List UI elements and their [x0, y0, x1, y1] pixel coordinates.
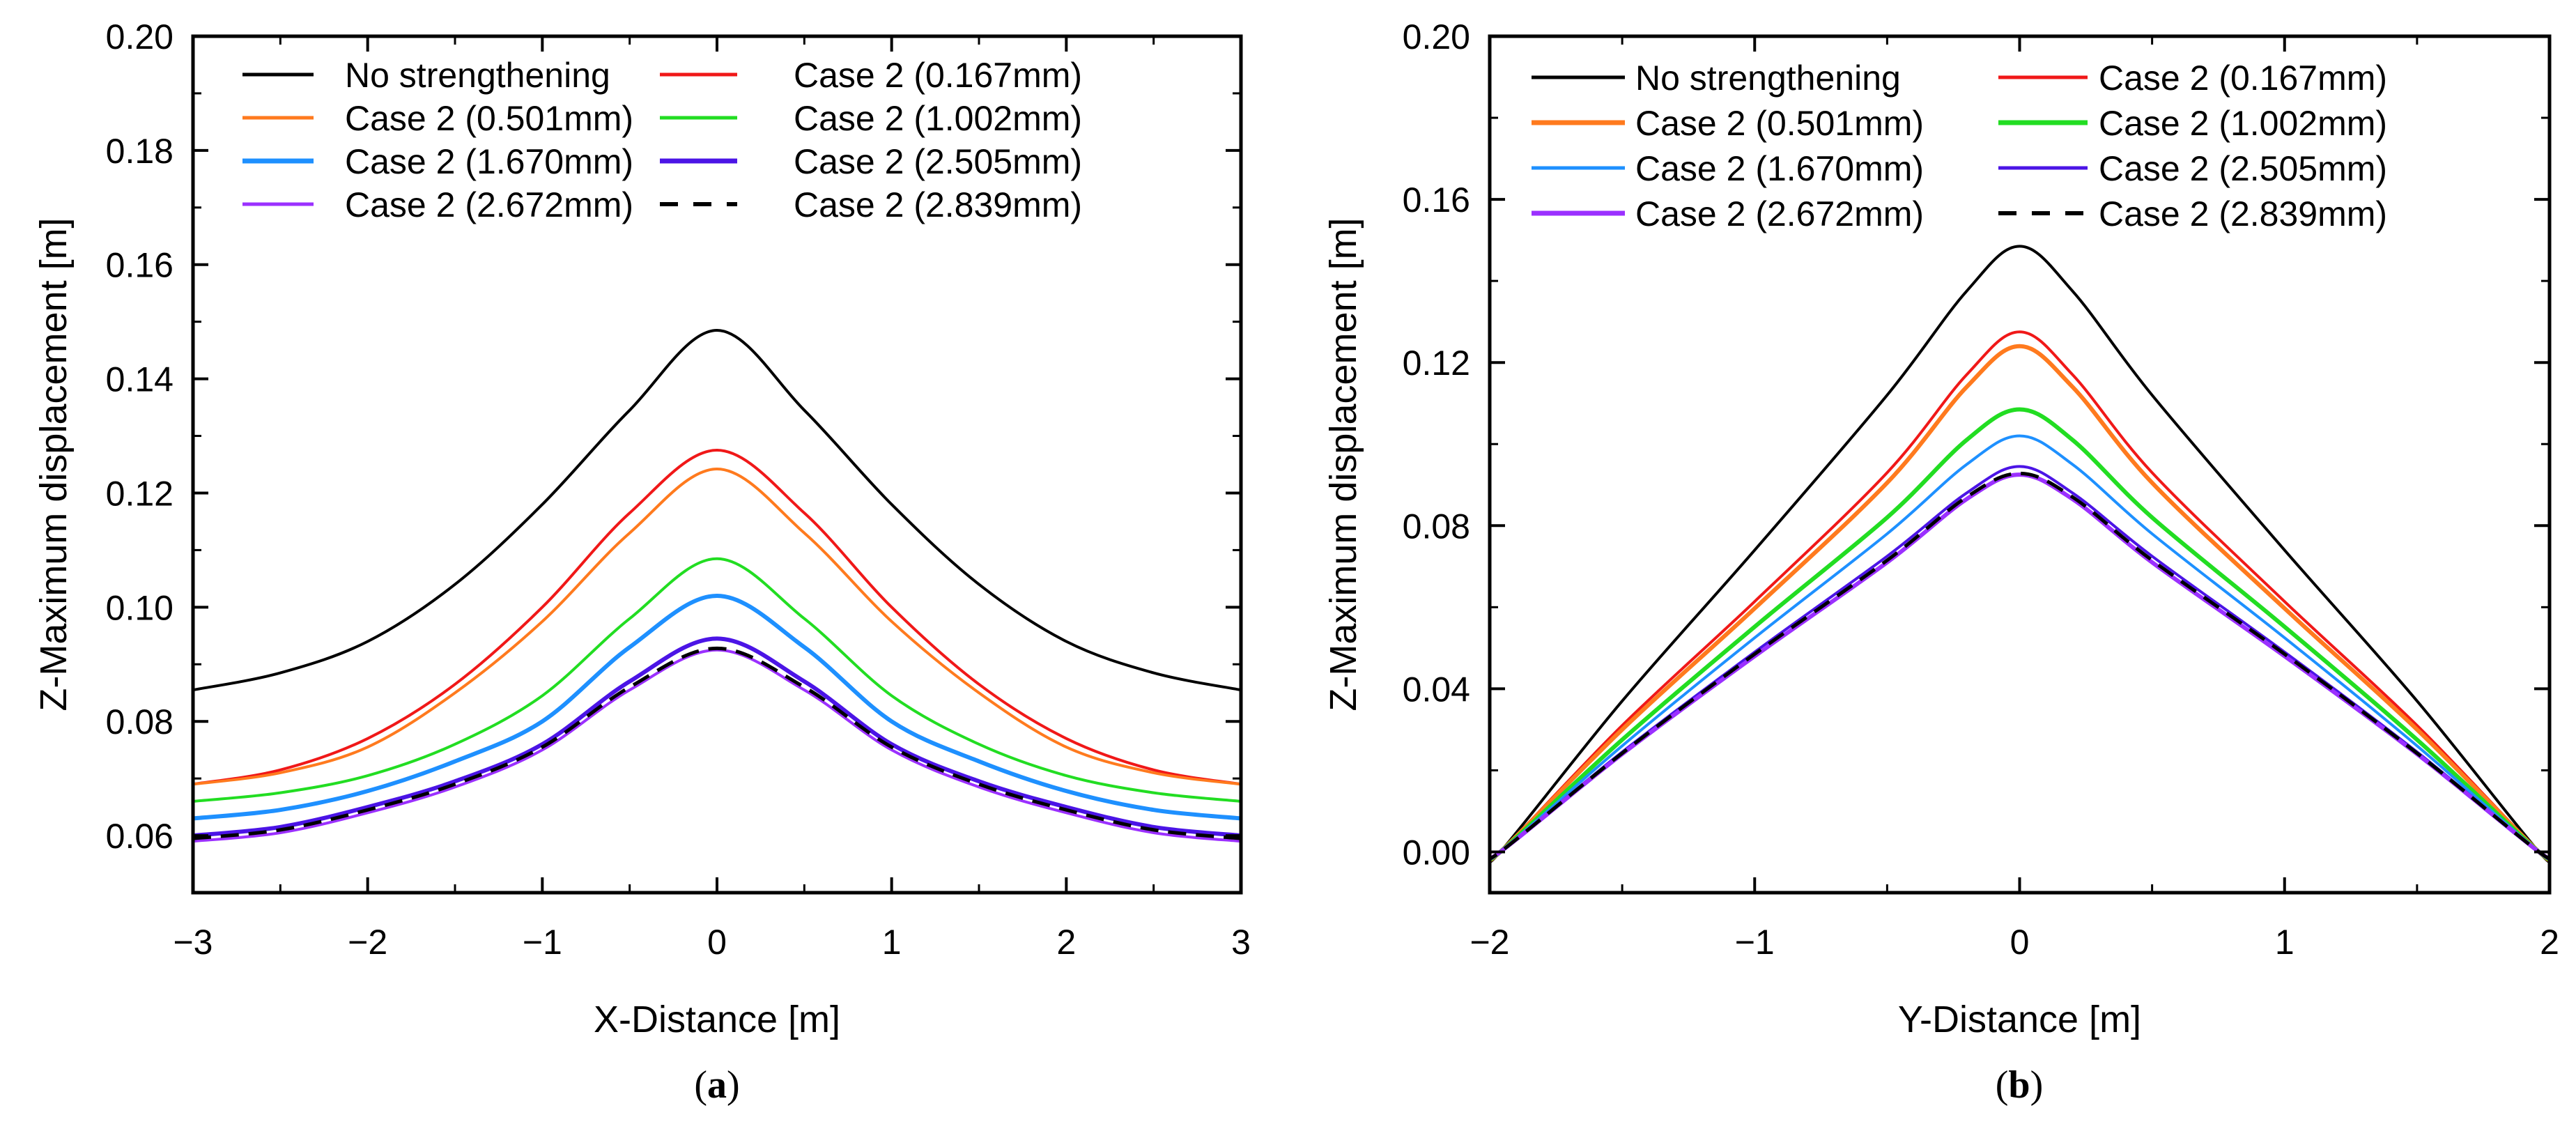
x-tick-label: 0 [2010, 923, 2030, 962]
y-axis-title: Z-Maximum displacement [m] [1322, 217, 1364, 711]
caption-paren-close: ) [2030, 1063, 2044, 1107]
legend: No strengthening Case 2 (0.167mm) Case 2 (… [1532, 59, 2387, 233]
caption-paren-open: ( [1996, 1063, 2009, 1107]
series-line-7 [193, 646, 1241, 840]
series-line-2 [1490, 344, 2550, 863]
series-line-0 [1490, 245, 2550, 864]
legend-label-6: Case 2 (2.672mm) [345, 185, 633, 224]
legend-label-3: Case 2 (1.002mm) [794, 99, 1082, 138]
chart-panel-a: −3 −2 −1 0 1 2 3 0.06 0.08 0.10 0.12 0.14 0.16 0.18 0.… [33, 17, 1251, 1107]
y-tick-label: 0.20 [106, 17, 173, 56]
legend-label-3: Case 2 (1.002mm) [2099, 104, 2387, 143]
x-tick-label: −2 [348, 923, 387, 962]
series-line-6 [1490, 472, 2550, 861]
y-tick-label: 0.12 [106, 474, 173, 513]
legend-label-7: Case 2 (2.839mm) [2099, 194, 2387, 233]
legend-label-4: Case 2 (1.670mm) [1635, 149, 1924, 188]
legend-label-2: Case 2 (0.501mm) [345, 99, 633, 138]
y-tick-label: 0.00 [1403, 833, 1470, 872]
legend-label-1: Case 2 (0.167mm) [2099, 59, 2387, 98]
series-line-2 [193, 468, 1241, 786]
legend-label-5: Case 2 (2.505mm) [2099, 149, 2387, 188]
x-tick-label: −3 [173, 923, 213, 962]
legend-label-2: Case 2 (0.501mm) [1635, 104, 1924, 143]
series-line-1 [1490, 330, 2550, 863]
x-tick-label: 2 [2540, 923, 2559, 962]
legend-label-4: Case 2 (1.670mm) [345, 142, 633, 181]
legend-label-6: Case 2 (2.672mm) [1635, 194, 1924, 233]
x-tick-label: 0 [707, 923, 727, 962]
caption-paren-open: ( [694, 1063, 707, 1107]
y-tick-label: 0.10 [106, 588, 173, 627]
y-tick-label: 0.04 [1403, 670, 1470, 709]
chart-panel-b: −2 −1 0 1 2 0.00 0.04 0.08 0.12 0.16 0.20 Y-Distanc… [1322, 17, 2559, 1107]
series-line-0 [193, 328, 1241, 692]
series-line-5 [1490, 465, 2550, 861]
y-tick-label: 0.12 [1403, 344, 1470, 383]
x-tick-label: 2 [1056, 923, 1076, 962]
caption-paren-close: ) [727, 1063, 740, 1107]
y-tick-label: 0.14 [106, 360, 173, 399]
legend-label-0: No strengthening [345, 56, 610, 95]
y-tick-label: 0.20 [1403, 17, 1470, 56]
x-axis-title: X-Distance [m] [594, 999, 840, 1040]
y-tick-label: 0.16 [1403, 180, 1470, 220]
x-tick-label: 3 [1231, 923, 1251, 962]
legend-label-1: Case 2 (0.167mm) [794, 56, 1082, 95]
series-group [1490, 245, 2550, 864]
series-line-7 [1490, 471, 2550, 861]
caption-letter: b [2008, 1063, 2030, 1107]
series-line-1 [193, 449, 1241, 786]
x-tick-label: −1 [523, 923, 562, 962]
y-tick-label: 0.06 [106, 817, 173, 856]
series-line-3 [193, 557, 1241, 803]
x-tick-label: 1 [882, 923, 902, 962]
series-group [193, 328, 1241, 843]
y-tick-label: 0.16 [106, 246, 173, 285]
caption-letter: a [707, 1063, 727, 1107]
series-line-4 [193, 593, 1241, 821]
y-tick-label: 0.08 [106, 702, 173, 741]
legend-label-5: Case 2 (2.505mm) [794, 142, 1082, 181]
x-axis-title: Y-Distance [m] [1898, 999, 2141, 1040]
y-axis-title: Z-Maximum displacement [m] [33, 217, 75, 711]
y-tick-label: 0.08 [1403, 507, 1470, 546]
x-tick-label: 1 [2275, 923, 2295, 962]
x-tick-label: −2 [1470, 923, 1509, 962]
y-tick-label: 0.18 [106, 132, 173, 171]
legend: No strengthening Case 2 (0.167mm) Case 2 (… [242, 56, 1082, 224]
panel-caption: (a) [694, 1063, 739, 1107]
series-line-3 [1490, 407, 2550, 862]
legend-label-0: No strengthening [1635, 59, 1901, 98]
panel-caption: (b) [1996, 1063, 2043, 1107]
legend-label-7: Case 2 (2.839mm) [794, 185, 1082, 224]
series-line-4 [1490, 434, 2550, 861]
series-line-5 [193, 636, 1241, 838]
x-tick-label: −1 [1735, 923, 1775, 962]
